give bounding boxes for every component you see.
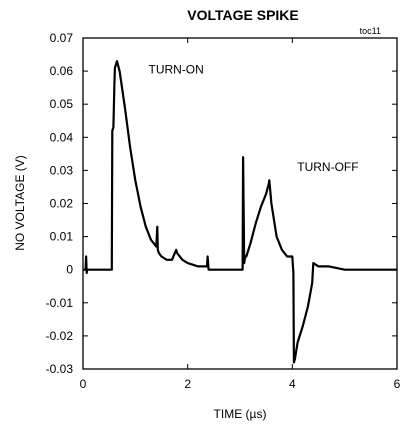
y-tick-label: -0.02 bbox=[46, 329, 74, 343]
annotation-bg bbox=[140, 61, 212, 78]
x-tick-label: 2 bbox=[184, 377, 191, 391]
y-tick-label: 0 bbox=[66, 263, 73, 277]
annotations: TURN-ON TURN-OFF bbox=[140, 61, 367, 176]
y-tick-label: 0.05 bbox=[50, 97, 74, 111]
y-tick-label: -0.01 bbox=[46, 296, 74, 310]
x-tick-label: 4 bbox=[289, 377, 296, 391]
y-tick-label: 0.02 bbox=[50, 197, 74, 211]
y-tick-label: 0.01 bbox=[50, 230, 74, 244]
series-line bbox=[83, 60, 397, 364]
x-tick-label: 0 bbox=[80, 377, 87, 391]
x-axis-ticks: 0 2 4 6 bbox=[80, 38, 401, 391]
x-tick-label: 6 bbox=[394, 377, 401, 391]
x-axis-label: TIME (µs) bbox=[214, 407, 267, 421]
y-tick-label: -0.03 bbox=[46, 362, 74, 376]
y-axis-ticks: 0.07 0.06 0.05 0.04 0.03 0.02 0.01 0 -0.01 -0.02 -… bbox=[46, 31, 397, 376]
series-layer bbox=[83, 60, 397, 364]
annotation-label: TURN-OFF bbox=[297, 160, 358, 174]
annotation-label: TURN-ON bbox=[148, 62, 203, 76]
annotation-bg bbox=[289, 159, 367, 176]
y-tick-label: 0.04 bbox=[50, 130, 74, 144]
chart-tag: toc11 bbox=[360, 26, 381, 36]
y-tick-label: 0.06 bbox=[50, 64, 74, 78]
y-tick-label: 0.03 bbox=[50, 163, 74, 177]
plot-frame bbox=[82, 37, 398, 370]
y-tick-label: 0.07 bbox=[50, 31, 74, 45]
chart-title: VOLTAGE SPIKE bbox=[187, 7, 299, 23]
y-axis-label: NO VOLTAGE (V) bbox=[13, 155, 27, 251]
